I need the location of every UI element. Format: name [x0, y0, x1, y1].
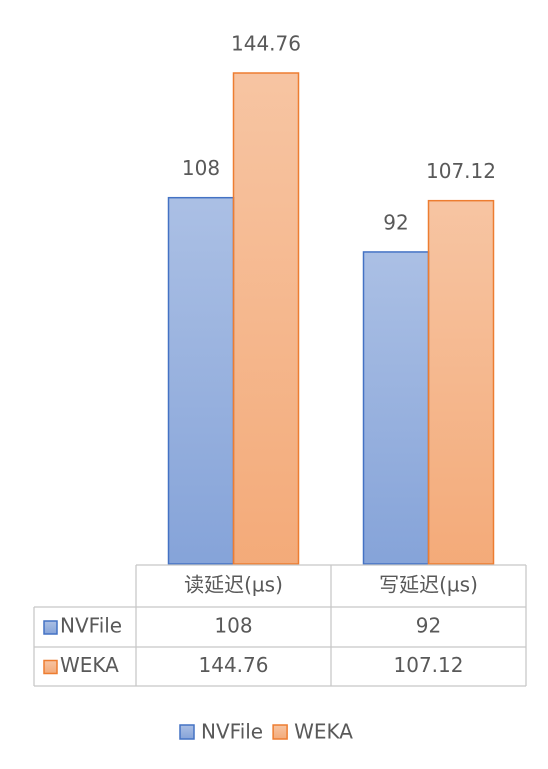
table-cell: 92	[416, 614, 441, 638]
bar	[232, 72, 300, 565]
table-legend-key	[43, 620, 58, 635]
legend-label: NVFile	[201, 720, 263, 744]
table-cell: 108	[214, 614, 252, 638]
data-label: 144.76	[231, 32, 301, 56]
table-row-label: WEKA	[60, 653, 119, 677]
data-label: 107.12	[426, 159, 496, 183]
legend-key	[272, 724, 288, 740]
table-cell: 107.12	[394, 653, 464, 677]
table-header: 读延迟(µs)	[184, 573, 283, 597]
table-row-label: NVFile	[60, 614, 122, 638]
bar	[362, 251, 430, 565]
data-label: 92	[383, 210, 408, 234]
bar	[427, 199, 495, 565]
table-header: 写延迟(µs)	[379, 573, 478, 597]
table-legend-key	[43, 659, 58, 675]
legend-label: WEKA	[294, 720, 353, 744]
data-label: 108	[182, 156, 220, 180]
table-cell: 144.76	[199, 653, 269, 677]
legend-key	[179, 724, 195, 740]
bar	[167, 196, 235, 565]
